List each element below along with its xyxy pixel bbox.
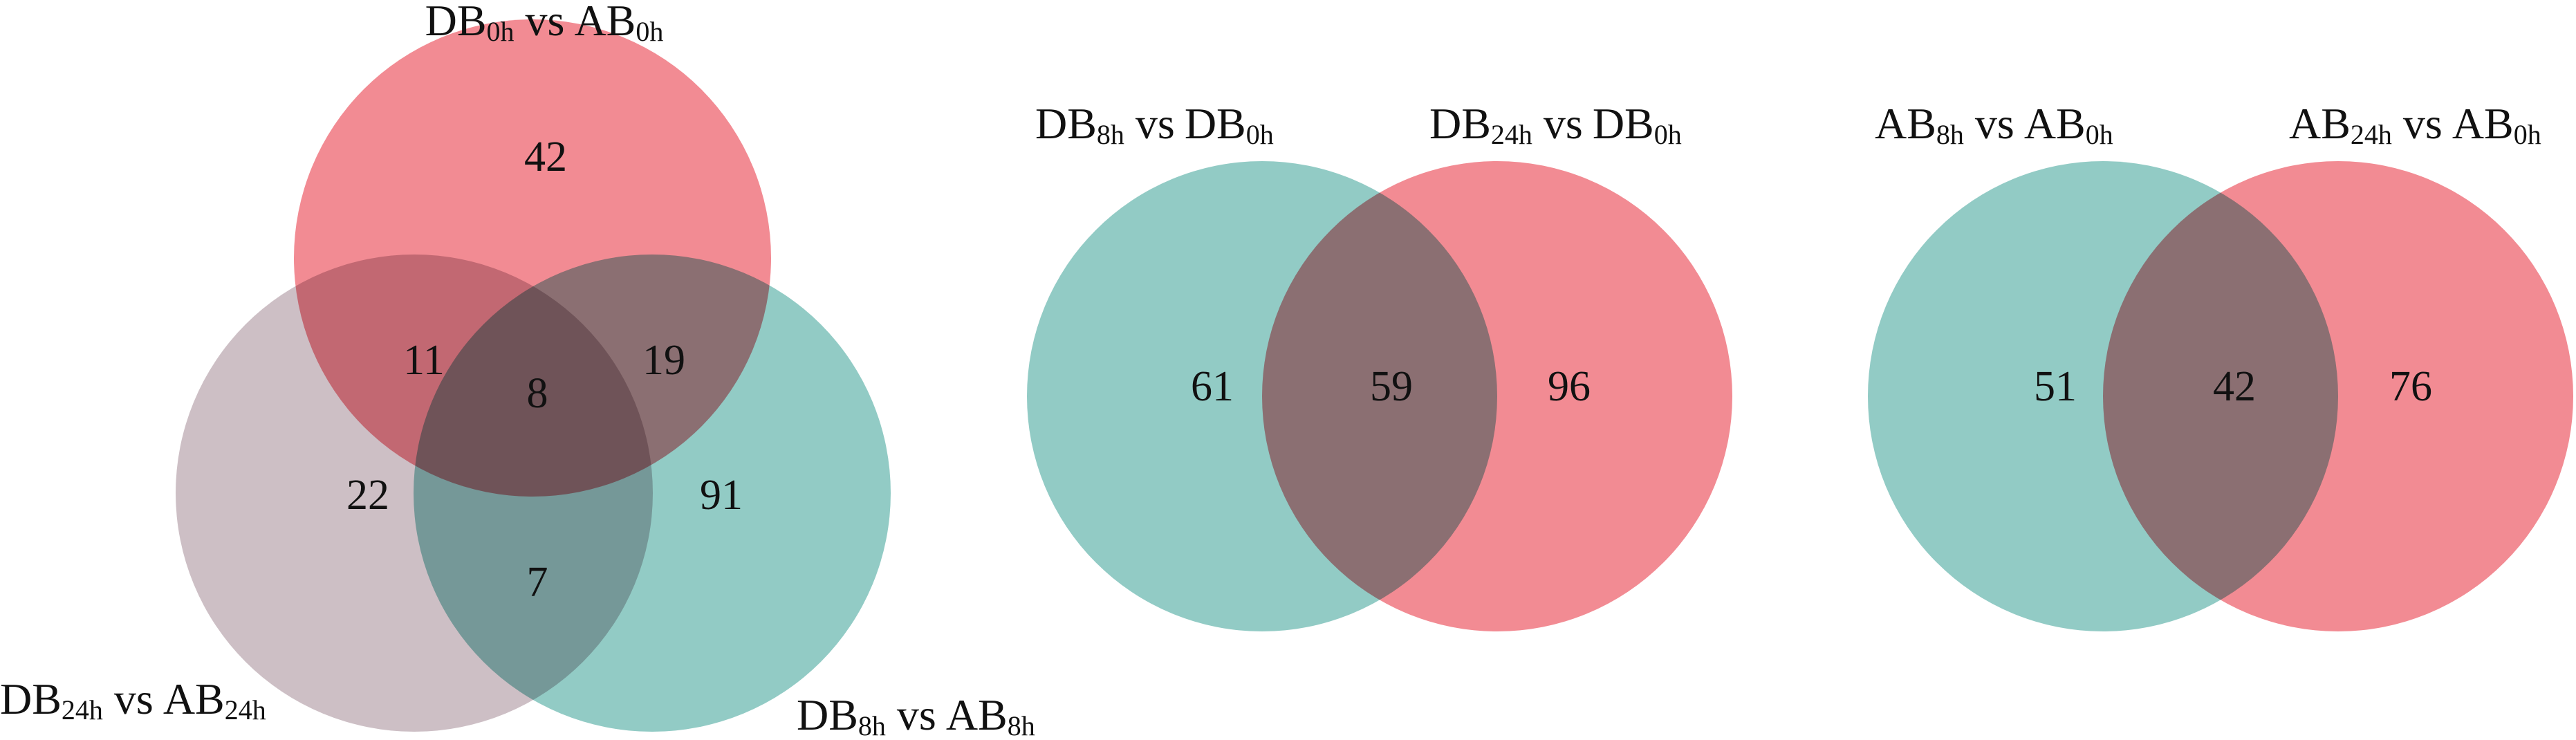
label-part: AB — [2024, 99, 2086, 148]
label-subscript: 0h — [2086, 119, 2113, 150]
label-part: AB — [946, 690, 1008, 739]
label-subscript: 8h — [1097, 119, 1124, 150]
set-label: DB0h vs AB0h — [425, 0, 664, 47]
label-part: AB — [1875, 99, 1936, 148]
label-subscript: 8h — [1936, 119, 1964, 150]
set-circle — [2103, 161, 2573, 631]
label-subscript: 24h — [1491, 119, 1532, 150]
set-circle — [1262, 161, 1732, 631]
label-subscript: 0h — [1654, 119, 1682, 150]
label-part: vs — [526, 0, 565, 45]
region-count: 22 — [346, 472, 389, 519]
label-subscript: 0h — [1246, 119, 1274, 150]
label-subscript: 0h — [636, 16, 663, 47]
region-count: 7 — [527, 559, 548, 606]
label-part: vs — [897, 690, 936, 739]
region-count: 76 — [2389, 363, 2432, 410]
label-part: AB — [2289, 99, 2351, 148]
region-count: 8 — [527, 370, 548, 417]
label-part: vs — [1544, 99, 1583, 148]
label-subscript: 0h — [2514, 119, 2541, 150]
label-part: DB — [1429, 99, 1491, 148]
label-part: vs — [1136, 99, 1175, 148]
label-subscript: 8h — [1008, 710, 1035, 740]
set-label: DB8h vs DB0h — [1035, 99, 1274, 151]
label-part: vs — [2403, 99, 2443, 148]
label-part: DB — [1593, 99, 1654, 148]
set-circle — [414, 255, 891, 732]
label-subscript: 24h — [62, 694, 103, 725]
label-part: vs — [114, 674, 154, 723]
region-count: 42 — [2213, 363, 2256, 410]
label-subscript: 0h — [487, 16, 515, 47]
set-label: AB8h vs AB0h — [1875, 99, 2113, 151]
region-count: 51 — [2034, 363, 2077, 410]
region-count: 91 — [700, 472, 743, 519]
label-part: AB — [163, 674, 225, 723]
set-label: DB24h vs DB0h — [1429, 99, 1682, 151]
label-part: DB — [1035, 99, 1097, 148]
region-count: 42 — [524, 133, 567, 181]
label-part: AB — [2452, 99, 2514, 148]
region-count: 19 — [642, 337, 685, 384]
region-count: 61 — [1191, 363, 1234, 410]
label-part: DB — [425, 0, 487, 45]
label-part: DB — [1185, 99, 1246, 148]
label-part: vs — [1975, 99, 2014, 148]
label-part: DB — [797, 690, 858, 739]
region-count: 59 — [1370, 363, 1413, 410]
region-count: 11 — [403, 337, 445, 384]
set-label: DB24h vs AB24h — [0, 674, 266, 726]
label-subscript: 24h — [225, 694, 266, 725]
label-subscript: 8h — [858, 710, 886, 740]
label-part: DB — [0, 674, 62, 723]
label-subscript: 24h — [2351, 119, 2392, 150]
set-label: AB24h vs AB0h — [2289, 99, 2541, 151]
set-label: DB8h vs AB8h — [797, 690, 1035, 740]
region-count: 96 — [1548, 363, 1591, 410]
label-part: AB — [574, 0, 636, 45]
